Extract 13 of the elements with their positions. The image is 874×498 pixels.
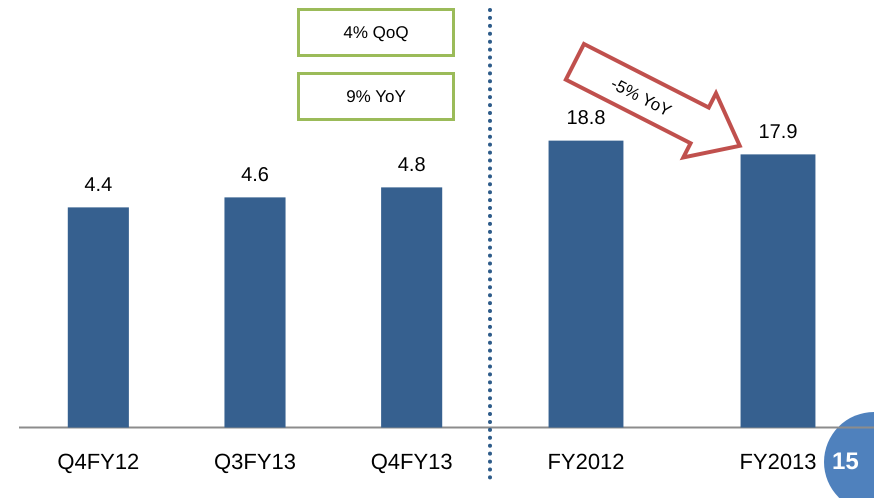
x-tick-label: Q4FY12: [57, 448, 140, 474]
text: 9% YoY: [297, 72, 455, 121]
data-label: 4.4: [84, 174, 112, 196]
x-tick-label: FY2013: [739, 448, 817, 474]
text: 15: [832, 448, 859, 476]
data-label: 18.8: [566, 107, 606, 130]
data-label: 4.6: [241, 164, 269, 186]
x-tick-label: Q3FY13: [214, 448, 296, 474]
x-tick-label: FY2012: [547, 448, 625, 474]
data-label: 4.8: [398, 154, 426, 176]
x-tick-label: Q4FY13: [370, 448, 453, 474]
data-label: 17.9: [758, 120, 798, 143]
text: 4% QoQ: [297, 8, 455, 57]
